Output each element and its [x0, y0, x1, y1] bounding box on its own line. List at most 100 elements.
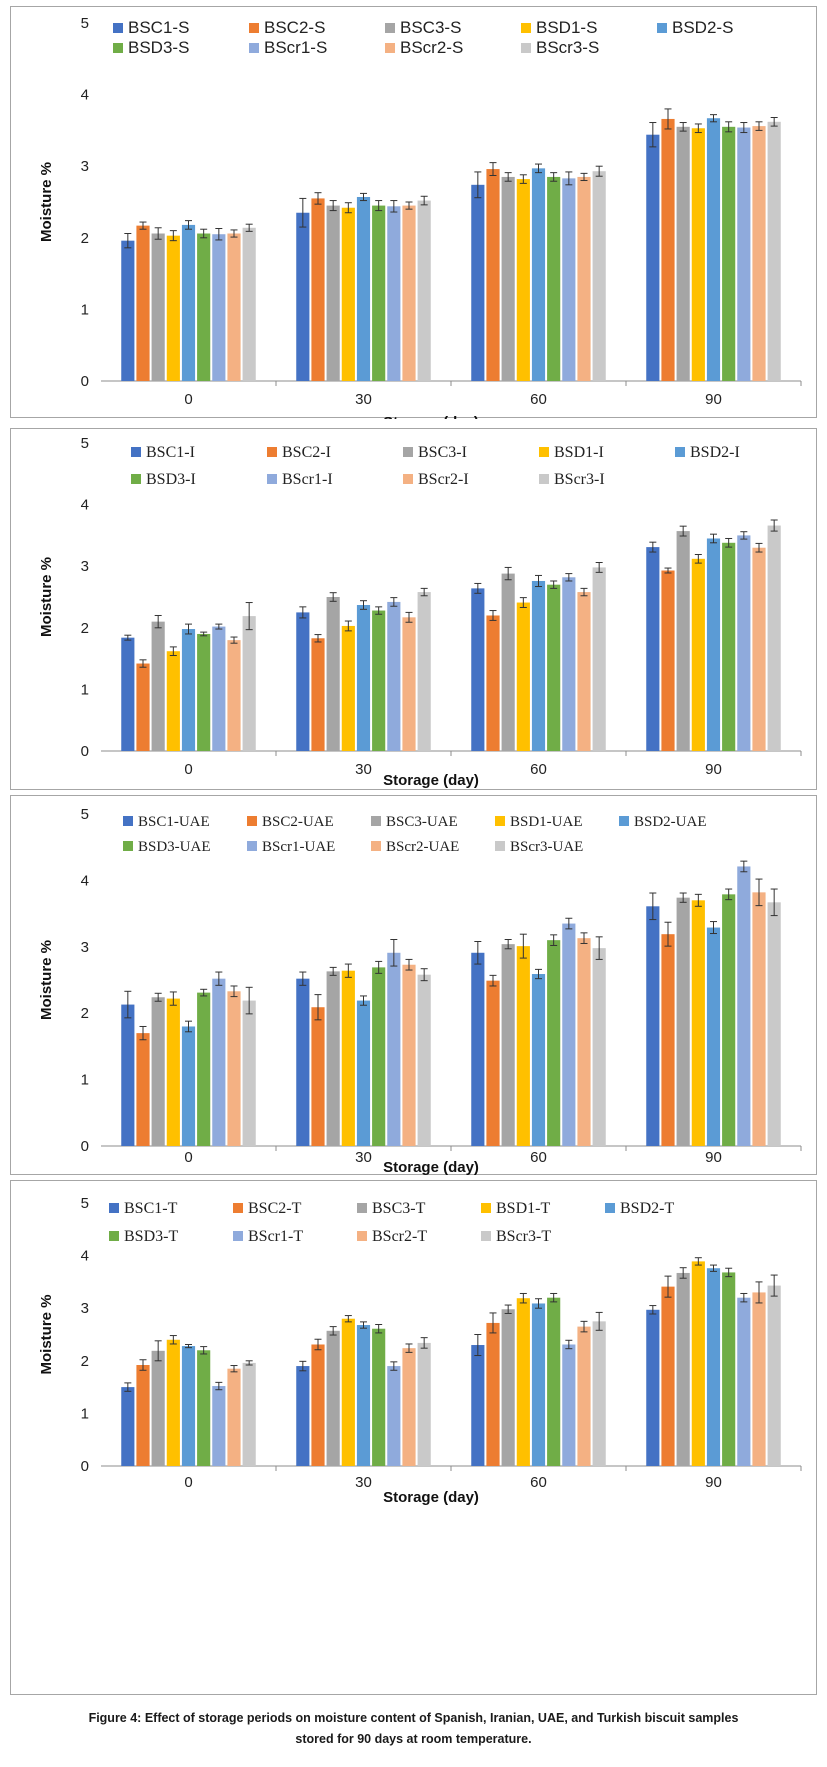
legend-label: BSC3-I [418, 444, 467, 461]
bar-BScr2-T-90 [752, 1292, 766, 1466]
bar-BScr1-T-60 [562, 1344, 576, 1466]
legend-swatch [109, 1203, 119, 1213]
bar-BSC3-I-60 [501, 573, 515, 751]
legend-swatch [113, 43, 123, 53]
y-tick-label: 5 [81, 1195, 89, 1212]
bar-BSC2-I-30 [311, 638, 325, 751]
legend-label: BSD3-S [128, 38, 189, 57]
x-tick-label: 90 [705, 1149, 722, 1166]
bar-BScr2-T-60 [577, 1326, 591, 1466]
bar-BSD1-I-90 [691, 558, 705, 751]
x-axis-title: Storage (day) [383, 414, 479, 419]
x-tick-label: 30 [355, 1149, 372, 1166]
bar-BSD3-UAE-90 [722, 894, 736, 1146]
bar-BScr2-S-30 [402, 205, 416, 381]
y-tick-label: 3 [81, 158, 89, 175]
chart-panel-spanish: 0 1 2 3 4 5 Moisture % 0 30 60 90 Storage (day) BSC1… [10, 6, 817, 419]
legend-swatch [233, 1231, 243, 1241]
legend-swatch [521, 23, 531, 33]
legend-swatch [123, 816, 133, 826]
bar-BSD1-T-0 [166, 1339, 180, 1466]
y-tick-label: 4 [81, 1248, 89, 1265]
bar-BScr1-T-90 [737, 1297, 751, 1466]
y-tick-label: 2 [81, 1353, 89, 1370]
caption-line-2: stored for 90 days at room temperature. [295, 1732, 532, 1746]
bar-BSC3-UAE-60 [501, 944, 515, 1146]
bar-BScr2-I-90 [752, 547, 766, 751]
bar-BScr3-I-0 [242, 616, 256, 751]
bar-BSD3-T-30 [372, 1328, 386, 1466]
legend-swatch [539, 447, 549, 457]
legend-swatch [675, 447, 685, 457]
bar-BSD3-T-0 [197, 1350, 211, 1466]
legend-label: BSD3-UAE [138, 839, 211, 855]
bar-BScr2-S-90 [752, 126, 766, 381]
bar-BSC1-I-60 [471, 588, 485, 751]
bar-BSC2-S-90 [661, 118, 675, 381]
bar-BSD3-S-30 [372, 205, 386, 381]
y-tick-label: 2 [81, 1005, 89, 1022]
bar-BScr3-UAE-30 [417, 974, 431, 1146]
bar-BSC2-S-60 [486, 169, 500, 381]
bar-BScr3-T-0 [242, 1362, 256, 1466]
bar-BSC2-T-90 [661, 1286, 675, 1466]
x-tick-label: 30 [355, 391, 372, 408]
bar-BScr1-I-90 [737, 535, 751, 751]
legend-label: BSC1-UAE [138, 814, 210, 830]
bar-BSC2-UAE-30 [311, 1007, 325, 1146]
y-tick-label: 1 [81, 301, 89, 318]
y-tick-label: 1 [81, 1072, 89, 1089]
bar-BSC3-T-0 [151, 1350, 165, 1466]
bar-BSC2-S-30 [311, 198, 325, 381]
y-tick-label: 4 [81, 872, 89, 889]
bar-BSD3-I-30 [372, 610, 386, 751]
legend-swatch [357, 1231, 367, 1241]
bar-BSD3-I-90 [722, 542, 736, 751]
legend-label: BSC1-S [128, 18, 189, 37]
bar-BSC3-UAE-0 [151, 997, 165, 1146]
legend-label: BScr2-I [418, 471, 469, 488]
bar-BSC3-S-30 [326, 205, 340, 381]
chart-svg-uae: 0 1 2 3 4 5 Moisture % 0 30 60 90 Storage (day) BSC1… [38, 806, 802, 1176]
bar-BSD1-I-30 [341, 625, 355, 751]
bar-BSC2-S-0 [136, 225, 150, 381]
legend-label: BSC3-T [372, 1200, 426, 1217]
bar-BSD3-S-60 [547, 176, 561, 381]
legend-swatch [247, 841, 257, 851]
bar-BScr1-UAE-0 [212, 978, 226, 1146]
x-tick-label: 90 [705, 761, 722, 778]
bar-BSC3-I-30 [326, 597, 340, 751]
bar-BSD1-S-90 [691, 128, 705, 381]
bar-BSD3-T-60 [547, 1297, 561, 1466]
bar-BSD3-UAE-60 [547, 940, 561, 1146]
bar-BSC2-UAE-0 [136, 1033, 150, 1146]
x-axis-title: Storage (day) [383, 1489, 479, 1506]
bar-BScr1-UAE-60 [562, 923, 576, 1146]
y-tick-label: 2 [81, 230, 89, 247]
legend-label: BScr2-UAE [386, 839, 459, 855]
bar-BSC3-T-90 [676, 1272, 690, 1466]
bar-BSC3-UAE-30 [326, 971, 340, 1146]
bar-BSC2-I-0 [136, 663, 150, 751]
bar-BScr2-T-0 [227, 1368, 241, 1466]
y-tick-label: 3 [81, 558, 89, 575]
legend-label: BSC2-T [248, 1200, 302, 1217]
legend-label: BSC2-UAE [262, 814, 334, 830]
bar-BSD2-I-90 [706, 538, 721, 751]
chart-svg-iranian: 0 1 2 3 4 5 Moisture % 0 30 60 90 Storage (day) BSC1… [38, 435, 802, 789]
bar-BSC3-UAE-90 [676, 897, 690, 1146]
x-tick-label: 90 [705, 1474, 722, 1491]
bar-BSD2-UAE-0 [181, 1026, 196, 1146]
bar-BScr3-I-30 [417, 592, 431, 751]
bar-BSC1-S-0 [121, 240, 135, 381]
bar-BSD2-T-30 [356, 1325, 371, 1466]
legend-label: BSD2-I [690, 444, 740, 461]
bar-BSD1-UAE-30 [341, 970, 355, 1146]
legend-label: BSC2-I [282, 444, 331, 461]
legend-swatch [371, 816, 381, 826]
bar-BSD2-I-60 [531, 580, 546, 751]
x-tick-label: 0 [184, 391, 192, 408]
y-tick-label: 0 [81, 1458, 89, 1475]
bar-BSD1-T-30 [341, 1318, 355, 1466]
legend-swatch [371, 841, 381, 851]
